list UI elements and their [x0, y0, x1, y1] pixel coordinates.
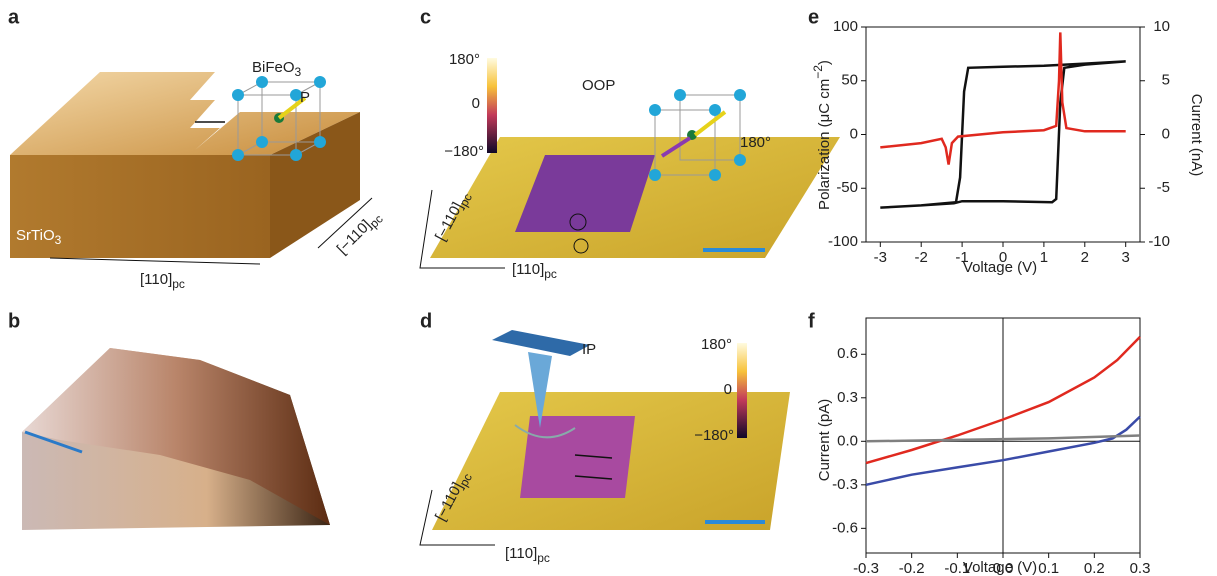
y-tick-label: -50 [836, 179, 858, 196]
cantilever [492, 330, 590, 356]
y2-axis-title: Current (nA) [1188, 94, 1205, 177]
plot-frame [866, 27, 1140, 242]
y-tick-label: 0.3 [837, 389, 858, 406]
label: [110] [140, 271, 172, 288]
label-sub: 3 [295, 65, 302, 79]
x-tick-label: -1 [955, 249, 968, 266]
panel-letter: e [808, 6, 819, 28]
label: BiFeO [252, 59, 295, 76]
x-direction: [110]pc [505, 545, 550, 565]
x-tick-label: 3 [1122, 249, 1130, 266]
label-sub: pc [172, 277, 185, 291]
colorbar-label: 180° [449, 51, 480, 68]
colorbar-label: 0 [472, 95, 480, 112]
x-tick-label: 0.3 [1130, 560, 1151, 576]
x-tick-label: -3 [874, 249, 887, 266]
panel-letter: c [420, 6, 431, 28]
x-tick-label: 1 [1040, 249, 1048, 266]
panel-d: d IP 180° 0 −180° [110]pc [−110]pc [420, 310, 790, 565]
mode-label: IP [582, 341, 596, 358]
mode-label: OOP [582, 77, 615, 94]
label: Polarization (μC cm [816, 79, 833, 210]
y-tick-label: 0 [850, 125, 858, 142]
y2-tick-label: 0 [1162, 125, 1170, 142]
polarization-arrow [695, 112, 725, 135]
y2-tick-label: 5 [1162, 72, 1170, 89]
y-tick-label: -100 [828, 233, 858, 250]
panel-letter: b [8, 310, 20, 332]
panel-letter: f [808, 310, 815, 332]
switched-domain [520, 416, 635, 498]
colorbar-label: −180° [444, 143, 484, 160]
y-axis-title: Current (pA) [816, 399, 833, 482]
label: [110] [505, 545, 537, 562]
colorbar-label: −180° [694, 427, 734, 444]
panel-b: b [8, 310, 330, 530]
y2-tick-label: 10 [1153, 18, 1170, 35]
figure: a BiFeO3 P SrTiO3 [110]pc [−110]pc b c 1… [0, 0, 1217, 576]
y2-tick-label: -10 [1148, 233, 1170, 250]
colorbar-label: 0 [724, 381, 732, 398]
axis-arrow [50, 258, 260, 264]
data-line [880, 32, 1125, 164]
panel-letter: a [8, 6, 20, 28]
x-direction: [110]pc [140, 271, 185, 291]
x-tick-label: -0.3 [853, 560, 879, 576]
label-sub: pc [537, 551, 550, 565]
rotation-angle: 180° [740, 134, 771, 151]
colorbar [737, 343, 747, 438]
x-tick-label: 0.2 [1084, 560, 1105, 576]
label: [110] [512, 261, 544, 278]
data-line [880, 61, 1125, 207]
panel-c: c 180° OOP 180° 0 −180° [110]pc [−110]pc [420, 6, 840, 281]
panel-a: a BiFeO3 P SrTiO3 [110]pc [−110]pc [8, 6, 386, 291]
x-tick-label: 0 [999, 249, 1007, 266]
y-direction: [−110]pc [334, 208, 386, 260]
x-tick-label: -0.1 [944, 560, 970, 576]
y-axis-title: Polarization (μC cm−2) [811, 60, 833, 210]
x-tick-label: -2 [915, 249, 928, 266]
label-sup: −2 [811, 65, 825, 79]
y-tick-label: 0.6 [837, 345, 858, 362]
y2-tick-label: -5 [1157, 179, 1170, 196]
y-tick-label: 50 [841, 72, 858, 89]
y-tick-label: -0.6 [832, 519, 858, 536]
colorbar-label: 180° [701, 336, 732, 353]
colorbar [487, 58, 497, 153]
x-tick-label: 0.0 [993, 560, 1014, 576]
panel-letter: d [420, 310, 432, 332]
polarization-label: P [300, 89, 310, 106]
label: SrTiO [16, 227, 55, 244]
label-sub: 3 [55, 233, 62, 247]
x-tick-label: 2 [1081, 249, 1089, 266]
x-direction: [110]pc [512, 261, 557, 281]
label-sub: pc [544, 267, 557, 281]
y-tick-label: -0.3 [832, 476, 858, 493]
page: {"panels": { "a": {"letter": "a", "cryst… [0, 0, 1217, 576]
y-tick-label: 100 [833, 18, 858, 35]
label: ) [816, 60, 833, 65]
x-tick-label: -0.2 [899, 560, 925, 576]
crystal-label: BiFeO3 [252, 59, 302, 79]
x-tick-label: 0.1 [1038, 560, 1059, 576]
y-tick-label: 0.0 [837, 432, 858, 449]
